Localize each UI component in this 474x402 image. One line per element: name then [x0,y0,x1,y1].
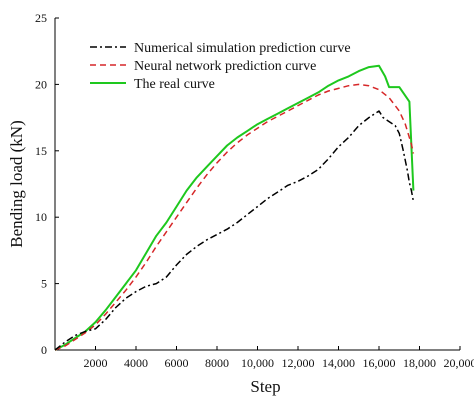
x-tick-label: 16,000 [363,356,396,370]
x-tick-label: 14,000 [322,356,355,370]
legend-label: Numerical simulation prediction curve [134,41,351,56]
x-tick-label: 10,000 [241,356,274,370]
y-tick-label: 25 [35,11,47,25]
y-axis-title: Bending load (kN) [7,120,26,247]
x-tick-label: 12,000 [282,356,315,370]
x-axis-title: Step [250,377,280,396]
x-tick-label: 6000 [165,356,189,370]
x-tick-label: 4000 [124,356,148,370]
x-tick-label: 18,000 [403,356,436,370]
x-tick-label: 2000 [84,356,108,370]
y-tick-label: 10 [35,210,47,224]
axes: 0 5 10 15 20 25 2000 4000 6000 8000 10,000 12,000 14… [35,11,474,370]
y-tick-label: 20 [35,77,47,91]
x-tick-label: 8000 [205,356,229,370]
x-tick-label: 20,000 [444,356,474,370]
y-tick-label: 5 [41,277,47,291]
y-tick-label: 15 [35,144,47,158]
legend: Numerical simulation prediction curve Neu… [90,41,351,92]
legend-label: Neural network prediction curve [134,59,316,74]
series-line-1 [54,83,415,351]
series-line-2 [54,64,415,351]
y-tick-label: 0 [41,343,47,357]
series-layer [54,64,415,351]
series-line-0 [54,110,415,351]
legend-label: The real curve [134,77,215,92]
